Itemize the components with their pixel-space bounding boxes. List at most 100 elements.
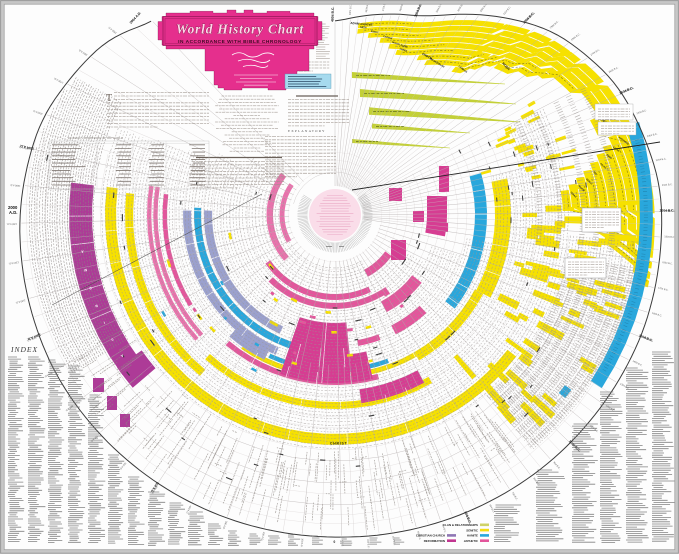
svg-text:504 B.C.: 504 B.C.	[463, 511, 472, 525]
svg-text:1900 A.D.: 1900 A.D.	[107, 25, 117, 34]
svg-text:500 A.D.: 500 A.D.	[150, 485, 158, 495]
svg-text:SALAH: SALAH	[612, 146, 620, 153]
svg-text:1100 A.D.: 1100 A.D.	[15, 299, 26, 305]
svg-text:2304 B.C.: 2304 B.C.	[647, 133, 658, 139]
svg-text:SHEM: SHEM	[599, 117, 609, 125]
svg-text:1404 B.C.: 1404 B.C.	[632, 360, 643, 368]
svg-text:2204 B.C.: 2204 B.C.	[656, 157, 667, 162]
svg-text:1704 B.C.: 1704 B.C.	[658, 287, 669, 292]
svg-text:METHUSELAH: METHUSELAH	[429, 57, 445, 68]
svg-text:2104 B.C.: 2104 B.C.	[662, 183, 673, 187]
svg-text:3404 B.C.: 3404 B.C.	[435, 2, 443, 13]
svg-text:2000: 2000	[8, 205, 18, 210]
svg-text:SETH: SETH	[360, 26, 367, 30]
svg-text:REU: REU	[593, 172, 598, 177]
svg-text:204 B.C.: 204 B.C.	[391, 536, 396, 546]
svg-text:3504 B.C.: 3504 B.C.	[413, 2, 422, 17]
svg-text:1304 B.C.: 1304 B.C.	[619, 382, 630, 390]
svg-text:200 A.D.: 200 A.D.	[260, 532, 265, 542]
svg-text:SERUG: SERUG	[585, 179, 592, 186]
svg-text:INDEX: INDEX	[10, 345, 38, 354]
svg-text:3504 B.C.: 3504 B.C.	[416, 2, 423, 13]
svg-text:JAPHETIC: JAPHETIC	[464, 539, 479, 543]
svg-text:1700 A.D.: 1700 A.D.	[53, 77, 64, 84]
svg-text:ENOCH: ENOCH	[421, 52, 432, 61]
svg-text:T: T	[106, 93, 112, 104]
svg-text:EXPLANATORY: EXPLANATORY	[288, 129, 326, 133]
svg-text:2004 B.C.: 2004 B.C.	[664, 209, 675, 212]
svg-text:300 A.D.: 300 A.D.	[222, 520, 228, 530]
svg-text:1200 A.D.: 1200 A.D.	[8, 261, 19, 266]
svg-text:1804 B.C.: 1804 B.C.	[662, 261, 673, 266]
svg-text:3704 B.C.: 3704 B.C.	[382, 0, 387, 11]
svg-text:R: R	[94, 303, 98, 308]
svg-text:704 B.C.: 704 B.C.	[511, 492, 519, 502]
svg-text:804 B.C.: 804 B.C.	[532, 477, 540, 487]
svg-text:1000 A.D.: 1000 A.D.	[26, 336, 37, 343]
svg-text:1204 B.C.: 1204 B.C.	[605, 404, 616, 413]
svg-text:2004 B.C.: 2004 B.C.	[660, 209, 675, 213]
svg-text:CLAN & RELATIONSHIPS: CLAN & RELATIONSHIPS	[443, 523, 478, 527]
svg-text:3104 B.C.: 3104 B.C.	[503, 5, 512, 15]
svg-text:SEMITIC: SEMITIC	[466, 528, 479, 532]
svg-text:2404 B.C.: 2404 B.C.	[636, 109, 647, 115]
svg-text:600 A.D.: 600 A.D.	[118, 462, 126, 471]
svg-text:NOAH: NOAH	[501, 61, 511, 71]
svg-text:3204 B.C.: 3204 B.C.	[479, 2, 488, 13]
svg-text:1300 A.D.: 1300 A.D.	[6, 222, 17, 225]
svg-text:M: M	[84, 268, 88, 273]
svg-text:1004 A.D.: 1004 A.D.	[26, 332, 41, 341]
svg-text:1904 B.C.: 1904 B.C.	[664, 235, 675, 239]
svg-text:1600 A.D.: 1600 A.D.	[32, 109, 43, 115]
svg-text:LAMECH: LAMECH	[458, 65, 468, 74]
svg-text:3004 B.C.: 3004 B.C.	[526, 11, 536, 21]
svg-text:700 A.D.: 700 A.D.	[89, 435, 98, 444]
svg-text:0: 0	[334, 540, 336, 544]
svg-text:HAMITE: HAMITE	[467, 534, 478, 538]
svg-text:2504 B.C.: 2504 B.C.	[624, 86, 635, 93]
svg-text:3304 B.C.: 3304 B.C.	[457, 1, 465, 12]
svg-text:2804 B.C.: 2804 B.C.	[571, 33, 582, 42]
svg-text:ADAM and EVE: ADAM and EVE	[350, 21, 372, 27]
svg-text:C: C	[110, 337, 115, 342]
svg-text:104 B.C.: 104 B.C.	[366, 539, 370, 549]
svg-text:100 A.D.: 100 A.D.	[300, 538, 304, 548]
svg-text:1400 A.D.: 1400 A.D.	[10, 183, 21, 187]
svg-text:1504 B.C.: 1504 B.C.	[643, 336, 654, 343]
svg-text:800 A.D.: 800 A.D.	[64, 404, 73, 412]
svg-text:4 B.C.: 4 B.C.	[341, 540, 344, 547]
svg-text:404 B.C.: 404 B.C.	[441, 524, 447, 534]
svg-text:ENOS: ENOS	[371, 30, 379, 34]
svg-text:2904 B.C.: 2904 B.C.	[549, 20, 559, 29]
svg-text:CHRIST: CHRIST	[330, 442, 348, 446]
svg-text:A: A	[80, 249, 84, 253]
svg-text:4004 B.C.: 4004 B.C.	[331, 7, 336, 22]
svg-text:400 A.D.: 400 A.D.	[185, 505, 192, 515]
svg-text:3804 B.C.: 3804 B.C.	[365, 1, 370, 12]
svg-text:TERAH: TERAH	[569, 191, 577, 199]
svg-text:1500 A.D.: 1500 A.D.	[18, 145, 29, 150]
svg-text:PELEG: PELEG	[599, 163, 606, 170]
svg-text:I: I	[103, 321, 106, 325]
svg-text:MAHALALEEL: MAHALALEEL	[392, 41, 409, 49]
svg-text:1604 B.C.: 1604 B.C.	[651, 312, 662, 318]
svg-text:A: A	[119, 353, 124, 358]
svg-text:904 B.C.: 904 B.C.	[553, 461, 562, 470]
svg-text:1800 A.D.: 1800 A.D.	[78, 48, 89, 56]
svg-text:A.D.: A.D.	[9, 210, 17, 215]
svg-text:1004 B.C.: 1004 B.C.	[572, 444, 582, 454]
svg-text:CHRISTIAN CHURCH: CHRISTIAN CHURCH	[416, 534, 445, 538]
svg-text:RELIGIOUS MEMBERSHIP OF THE WO: RELIGIOUS MEMBERSHIP OF THE WORLD	[68, 137, 123, 140]
svg-text:IN ACCORDANCE WITH BIBLE CHRON: IN ACCORDANCE WITH BIBLE CHRONOLOGY	[178, 39, 302, 45]
svg-text:ARPHAXAD: ARPHAXAD	[618, 136, 630, 146]
svg-text:604 B.C.: 604 B.C.	[488, 504, 495, 514]
svg-text:2704 B.C.: 2704 B.C.	[590, 48, 601, 56]
svg-text:2604 B.C.: 2604 B.C.	[608, 66, 619, 74]
svg-text:2504 B.C.: 2504 B.C.	[619, 86, 634, 95]
svg-text:1104 B.C.: 1104 B.C.	[589, 424, 599, 433]
svg-text:504 B.C.: 504 B.C.	[465, 515, 472, 525]
svg-text:3604 B.C.: 3604 B.C.	[399, 0, 405, 11]
svg-text:1504 B.C.: 1504 B.C.	[638, 333, 653, 342]
svg-text:REFORMATION: REFORMATION	[424, 539, 445, 543]
svg-text:World History Chart: World History Chart	[176, 22, 305, 37]
